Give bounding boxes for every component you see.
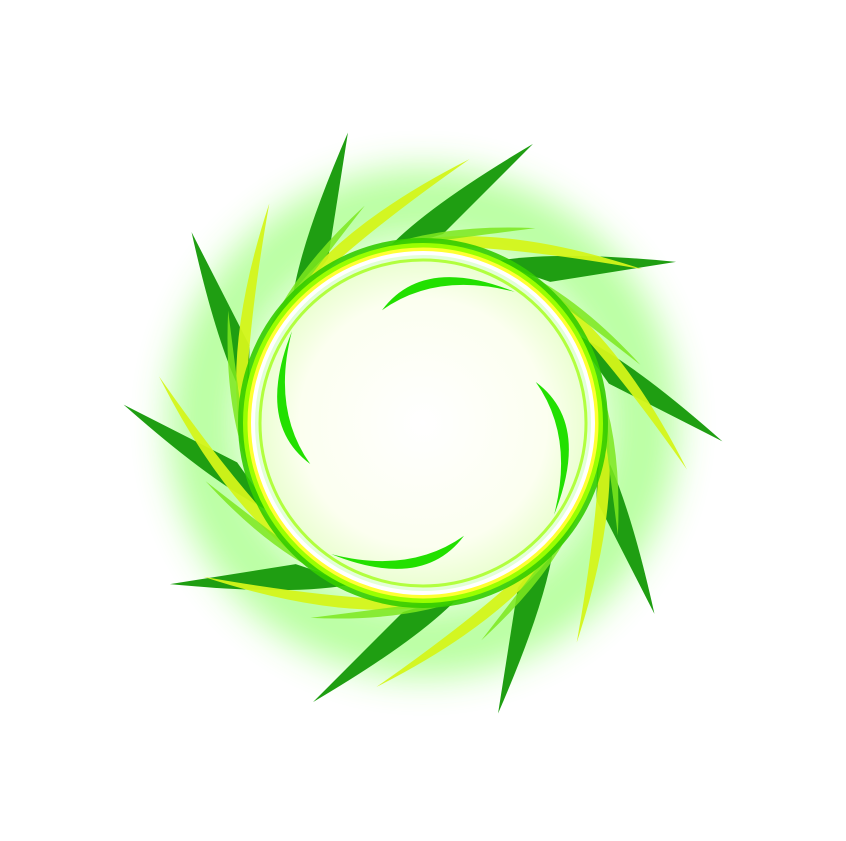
dark-green-spikes [123, 132, 723, 714]
inner-fill [258, 258, 588, 588]
inner-streak [331, 535, 465, 569]
dark-spike [596, 438, 655, 614]
inner-streak [381, 277, 515, 311]
dark-spike [312, 593, 462, 703]
dark-spike [291, 132, 348, 308]
inner-streak [277, 331, 311, 465]
inner-streak [535, 381, 569, 515]
lime-ring [243, 243, 603, 603]
yellow-ring [247, 247, 599, 599]
dark-spike [491, 255, 677, 282]
dark-spike [191, 232, 250, 408]
glow-ring [168, 168, 678, 678]
white-ring [251, 251, 595, 595]
inner-lime-ring [258, 258, 588, 588]
central-rings [238, 238, 608, 608]
dark-spike [384, 143, 534, 253]
inner-green-streaks [277, 277, 569, 569]
dark-spike [498, 538, 555, 714]
dark-spike [169, 564, 355, 591]
